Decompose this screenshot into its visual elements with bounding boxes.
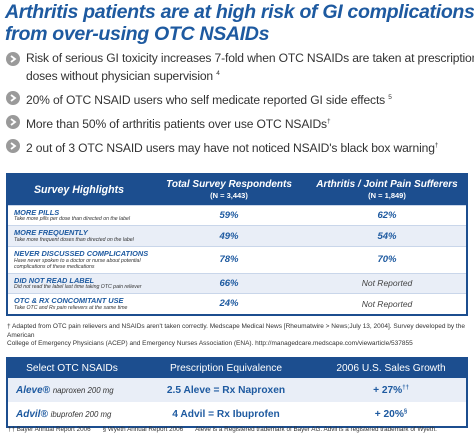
arthritis-value: 54% [377, 230, 397, 242]
total-value: 66% [219, 277, 239, 289]
total-value: 78% [219, 254, 239, 266]
header-arthritis-sufferers: Arthritis / Joint Pain Sufferers (N = 1,… [316, 179, 458, 200]
arthritis-value: Not Reported [361, 278, 413, 289]
header-select-otc: Select OTC NSAIDs [26, 363, 118, 374]
table-row: MORE PILLS Take more pills per dose than … [8, 205, 466, 226]
page-title: Arthritis patients are at high risk of G… [5, 1, 474, 45]
reference-mark: † [434, 142, 439, 149]
survey-footnote: † Adapted from OTC pain relievers and NS… [7, 323, 465, 347]
row-description: Have never spoken to a doctor or nurse a… [14, 257, 141, 270]
chevron-right-icon [6, 52, 20, 66]
reference-mark: † [326, 118, 331, 125]
row-label: MORE FREQUENTLY [14, 228, 88, 238]
table-row: Advil® ibuprofen 200 mg 4 Advil = Rx Ibu… [8, 402, 466, 426]
equivalence-value: 2.5 Aleve = Rx Naproxen [166, 384, 286, 396]
title-line-2: from over-using OTC NSAIDs [5, 23, 270, 45]
reference-mark: § [403, 408, 408, 415]
survey-table: Survey Highlights Total Survey Responden… [6, 173, 468, 316]
bullet-text: 20% of OTC NSAID users who self medicate… [26, 93, 386, 107]
row-description: Take OTC and Rx pain relievers at the sa… [14, 304, 128, 311]
chevron-right-icon [6, 139, 20, 153]
total-value: 24% [219, 298, 239, 310]
bullet-text: 2 out of 3 OTC NSAID users may have not … [26, 141, 435, 155]
row-label: OTC & Rx CONCOMITANT USE [14, 296, 124, 306]
drug-dose: ibuprofen 200 mg [50, 409, 112, 419]
footnote-bayer: †† Bayer Annual Report 2006 [8, 426, 91, 433]
drug-dose: naproxen 200 mg [52, 385, 114, 395]
otc-nsaids-table: Select OTC NSAIDs Prescription Equivalen… [6, 357, 468, 428]
table-row: DID NOT READ LABEL Did not read the label… [8, 272, 466, 294]
otc-table-header: Select OTC NSAIDs Prescription Equivalen… [8, 359, 466, 378]
table-row: OTC & Rx CONCOMITANT USE Take OTC and Rx … [8, 293, 466, 314]
bullet-text: Risk of serious GI toxicity increases 7-… [26, 51, 474, 65]
footnote-wyeth: § Wyeth Annual Report 2006 [102, 426, 184, 433]
growth-value: + 27% [373, 384, 403, 396]
row-label: MORE PILLS [14, 207, 60, 217]
row-description: Take more pills per dose than directed o… [14, 216, 131, 223]
bullet-item: More than 50% of arthritis patients over… [6, 114, 472, 132]
reference-mark: 5 [388, 94, 392, 101]
bullet-item: 20% of OTC NSAID users who self medicate… [6, 90, 472, 108]
chevron-right-icon [6, 115, 20, 129]
drug-name: Aleve® [16, 384, 51, 396]
survey-table-header: Survey Highlights Total Survey Responden… [8, 175, 466, 205]
header-prescription-equivalence: Prescription Equivalence [169, 363, 283, 374]
row-label: NEVER DISCUSSED COMPLICATIONS [14, 249, 149, 259]
row-description: Take more frequent doses than directed o… [14, 236, 134, 243]
table-row: NEVER DISCUSSED COMPLICATIONS Have never … [8, 245, 466, 273]
header-sales-growth: 2006 U.S. Sales Growth [336, 363, 446, 374]
equivalence-value: 4 Advil = Rx Ibuprofen [172, 408, 280, 420]
bullet-item: 2 out of 3 OTC NSAID users may have not … [6, 138, 472, 156]
reference-mark: †† [402, 384, 409, 391]
total-value: 59% [219, 210, 239, 222]
growth-value: + 20% [374, 408, 404, 420]
arthritis-value: 62% [377, 210, 397, 222]
bullet-text: More than 50% of arthritis patients over… [26, 117, 327, 131]
drug-name: Advil® [16, 408, 48, 420]
bullet-item: Risk of serious GI toxicity increases 7-… [6, 51, 474, 84]
key-points-list: Risk of serious GI toxicity increases 7-… [6, 51, 474, 162]
row-label: DID NOT READ LABEL [14, 275, 95, 285]
total-value: 49% [219, 230, 239, 242]
arthritis-value: 70% [377, 254, 397, 266]
header-survey-highlights: Survey Highlights [33, 184, 125, 196]
bullet-text-continued: doses without physician supervision [26, 69, 214, 83]
bottom-footnotes: †† Bayer Annual Report 2006 § Wyeth Annu… [8, 426, 470, 433]
table-row: Aleve® naproxen 200 mg 2.5 Aleve = Rx Na… [8, 378, 466, 402]
header-total-respondents: Total Survey Respondents (N = 3,443) [166, 179, 292, 200]
row-description: Did not read the label last time taking … [14, 284, 142, 291]
title-line-1: Arthritis patients are at high risk of G… [5, 1, 474, 23]
reference-mark: 4 [216, 70, 220, 77]
arthritis-value: Not Reported [361, 298, 413, 309]
footnote-trademarks: Aleve is a Registered trademark of Bayer… [195, 426, 437, 433]
chevron-right-icon [6, 91, 20, 105]
table-row: MORE FREQUENTLY Take more frequent doses … [8, 225, 466, 246]
